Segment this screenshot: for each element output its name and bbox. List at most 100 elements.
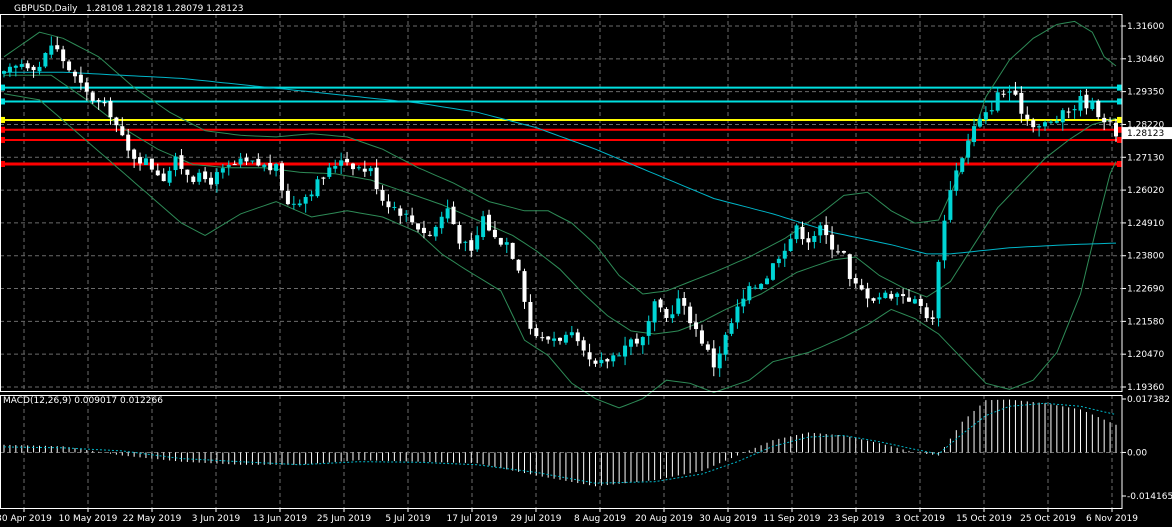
- candle-bull: [936, 261, 941, 319]
- candle-bull: [954, 170, 959, 191]
- candle-bear: [96, 100, 101, 102]
- candle-bull: [1054, 121, 1059, 123]
- y-tick-label: 1.29350: [1127, 88, 1164, 98]
- candle-bull: [7, 66, 12, 73]
- candle-bull: [948, 190, 953, 220]
- candle-bull: [759, 283, 764, 290]
- candle-bear: [114, 117, 119, 126]
- candle-bear: [25, 63, 30, 69]
- candle-bear: [1031, 120, 1036, 128]
- candle-bull: [883, 292, 888, 299]
- candle-bull: [628, 339, 633, 347]
- level-anchor-right: [1117, 116, 1122, 123]
- candle-bear: [528, 301, 533, 329]
- level-anchor-right: [1117, 136, 1122, 143]
- candle-bull: [167, 170, 172, 183]
- candle-bear: [126, 134, 131, 151]
- macd-y-tick-label: 0.00: [1127, 448, 1147, 458]
- y-tick-label: 1.21580: [1127, 317, 1164, 327]
- candle-bear: [587, 352, 592, 360]
- candle-bear: [1108, 120, 1113, 122]
- price-panel-frame: [0, 14, 1123, 392]
- candle-bear: [78, 74, 83, 83]
- candle-bear: [120, 126, 125, 136]
- candle-bull: [735, 306, 740, 323]
- candle-bear: [268, 163, 273, 171]
- symbol-label: GBPUSD,Daily: [14, 4, 78, 14]
- candle-bull: [1007, 91, 1012, 93]
- macd-y-tick-label: 0.017382: [1127, 395, 1170, 405]
- candle-bear: [824, 224, 829, 236]
- candle-bull: [1078, 95, 1083, 111]
- x-tick-label: 8 Aug 2019: [574, 514, 626, 524]
- candle-bull: [238, 158, 243, 165]
- candle-bull: [989, 110, 994, 112]
- candle-bull: [966, 140, 971, 158]
- candle-bull: [611, 355, 616, 362]
- candle-bull: [942, 220, 947, 261]
- candle-bear: [256, 158, 261, 166]
- horizontal-levels[interactable]: [0, 84, 1122, 167]
- candle-bull: [475, 235, 480, 250]
- candle-bull: [776, 258, 781, 264]
- candle-bull: [143, 158, 148, 165]
- x-tick-label: 10 May 2019: [59, 514, 118, 524]
- macd-panel-frame: [0, 395, 1123, 509]
- candle-bear: [161, 173, 166, 182]
- candle-bull: [895, 293, 900, 297]
- candle-bear: [398, 208, 403, 216]
- candle-bull: [812, 236, 817, 242]
- x-tick-label: 25 Oct 2019: [1020, 514, 1076, 524]
- candle-bear: [1102, 117, 1107, 123]
- candle-bear: [1013, 90, 1018, 95]
- candle-bull: [983, 112, 988, 120]
- y-tick-label: 1.28220: [1127, 120, 1164, 130]
- candle-bull: [303, 196, 308, 204]
- candle-bear: [179, 155, 184, 169]
- candle-bull: [977, 118, 982, 127]
- candle-bull: [747, 286, 752, 301]
- candle-bull: [788, 239, 793, 251]
- candle-bull: [13, 65, 18, 68]
- candle-bull: [723, 334, 728, 355]
- candle-bull: [563, 334, 568, 343]
- candle-bear: [427, 234, 432, 236]
- candle-bull: [439, 216, 444, 229]
- candle-bear: [853, 278, 858, 284]
- candle-bear: [102, 102, 107, 104]
- candle-bear: [1001, 93, 1006, 95]
- candle-bull: [315, 179, 320, 197]
- candle-bear: [61, 49, 66, 62]
- candle-bull: [463, 241, 468, 243]
- candle-bull: [368, 168, 373, 172]
- candle-bear: [209, 177, 214, 185]
- candle-bear: [664, 309, 669, 318]
- candle-bull: [297, 203, 302, 206]
- candle-bull: [717, 353, 722, 369]
- candle-bear: [1114, 122, 1118, 137]
- moving-average-line: [4, 71, 1117, 255]
- bollinger-lower-line: [3, 93, 1117, 409]
- candle-bull: [1037, 126, 1042, 128]
- candle-bull: [262, 164, 267, 167]
- candle-bull: [770, 263, 775, 280]
- x-tick-label: 11 Sep 2019: [763, 514, 820, 524]
- candle-bear: [889, 294, 894, 299]
- candle-bull: [220, 168, 225, 173]
- candle-bear: [380, 189, 385, 201]
- candle-bear: [492, 229, 497, 238]
- level-anchor-right: [1117, 126, 1122, 133]
- x-tick-label: 29 Jul 2019: [511, 514, 562, 524]
- y-tick-label: 1.23800: [1127, 252, 1164, 262]
- candle-bull: [327, 167, 332, 177]
- candle-bear: [1025, 114, 1030, 120]
- candle-bear: [72, 71, 77, 77]
- x-tick-label: 3 Oct 2019: [895, 514, 945, 524]
- macd-signal-line: [3, 402, 1117, 484]
- axis-labels: 1.31600 1.30460 1.29350 1.28220 1.27130 1.260…: [0, 22, 1172, 524]
- candle-bear: [694, 322, 699, 330]
- candle-bear: [534, 328, 539, 337]
- macd-panel: [3, 399, 1117, 487]
